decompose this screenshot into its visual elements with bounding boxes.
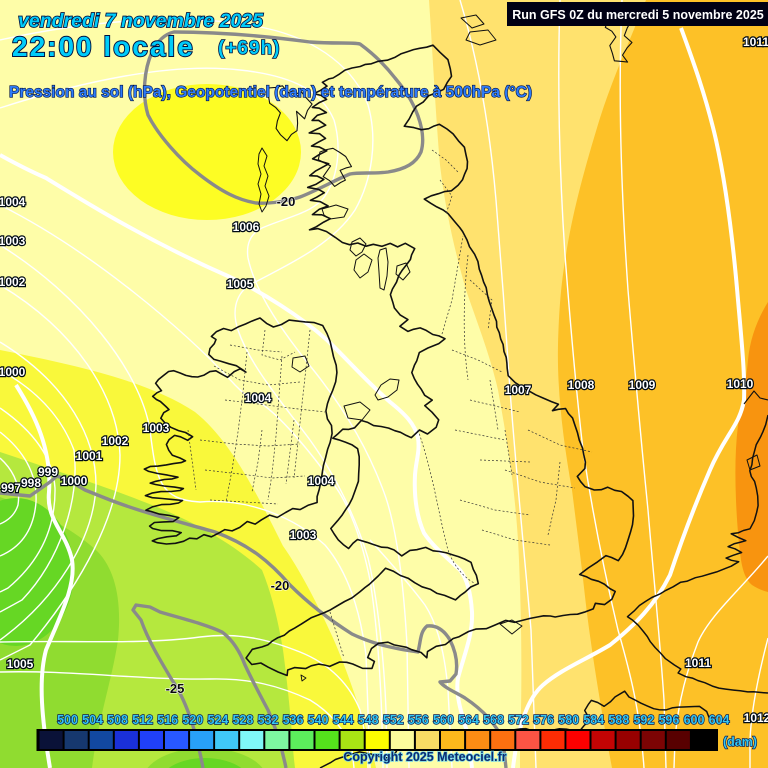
svg-text:1000: 1000 (61, 474, 88, 488)
svg-text:1004: 1004 (308, 474, 335, 488)
svg-text:998: 998 (21, 476, 41, 490)
svg-text:576: 576 (533, 713, 554, 727)
svg-text:1003: 1003 (290, 528, 317, 542)
svg-text:560: 560 (433, 713, 454, 727)
svg-text:(dam): (dam) (723, 735, 757, 749)
svg-text:548: 548 (358, 713, 379, 727)
svg-text:1000: 1000 (0, 365, 26, 379)
svg-text:1011: 1011 (685, 656, 711, 670)
svg-text:556: 556 (408, 713, 429, 727)
svg-text:1003: 1003 (143, 421, 170, 435)
svg-text:532: 532 (258, 713, 279, 727)
svg-text:564: 564 (458, 713, 479, 727)
svg-text:1004: 1004 (0, 195, 26, 209)
svg-text:1001: 1001 (76, 449, 103, 463)
svg-text:1011: 1011 (743, 35, 768, 49)
svg-text:vendredi 7 novembre 2025: vendredi 7 novembre 2025 (18, 10, 264, 32)
svg-text:1002: 1002 (0, 275, 26, 289)
svg-text:524: 524 (207, 713, 228, 727)
svg-text:508: 508 (107, 713, 128, 727)
svg-text:1012: 1012 (744, 711, 768, 725)
svg-text:520: 520 (182, 713, 203, 727)
svg-text:(+69h): (+69h) (218, 38, 281, 59)
svg-text:1005: 1005 (227, 277, 254, 291)
svg-text:-20: -20 (271, 578, 290, 593)
svg-text:512: 512 (132, 713, 153, 727)
svg-text:588: 588 (608, 713, 629, 727)
svg-text:22:00 locale: 22:00 locale (12, 31, 195, 62)
svg-text:999: 999 (38, 465, 58, 479)
svg-text:568: 568 (483, 713, 504, 727)
svg-text:Pression au sol (hPa), Geopote: Pression au sol (hPa), Geopotentiel (dam… (9, 84, 532, 101)
svg-text:536: 536 (283, 713, 304, 727)
svg-text:1002: 1002 (102, 434, 129, 448)
svg-text:-25: -25 (166, 681, 185, 696)
svg-text:600: 600 (684, 713, 705, 727)
svg-text:596: 596 (658, 713, 679, 727)
svg-text:500: 500 (57, 713, 78, 727)
svg-text:572: 572 (508, 713, 529, 727)
svg-text:Copyright 2025 Meteociel.fr: Copyright 2025 Meteociel.fr (343, 750, 506, 764)
svg-text:580: 580 (558, 713, 579, 727)
svg-text:Run GFS 0Z du mercredi 5 novem: Run GFS 0Z du mercredi 5 novembre 2025 (512, 8, 764, 22)
svg-text:1007: 1007 (505, 383, 532, 397)
svg-text:1006: 1006 (233, 220, 260, 234)
svg-text:504: 504 (82, 713, 103, 727)
svg-text:1003: 1003 (0, 234, 26, 248)
svg-text:540: 540 (308, 713, 329, 727)
svg-text:1005: 1005 (7, 657, 34, 671)
svg-text:1009: 1009 (629, 378, 656, 392)
svg-text:584: 584 (583, 713, 604, 727)
svg-text:1008: 1008 (568, 378, 595, 392)
svg-text:1010: 1010 (727, 377, 754, 391)
svg-text:604: 604 (709, 713, 730, 727)
svg-text:-20: -20 (277, 194, 296, 209)
svg-text:592: 592 (633, 713, 654, 727)
svg-text:1004: 1004 (245, 391, 272, 405)
svg-text:516: 516 (157, 713, 178, 727)
svg-text:528: 528 (232, 713, 253, 727)
svg-text:544: 544 (333, 713, 354, 727)
svg-text:997: 997 (1, 481, 21, 495)
svg-text:552: 552 (383, 713, 404, 727)
